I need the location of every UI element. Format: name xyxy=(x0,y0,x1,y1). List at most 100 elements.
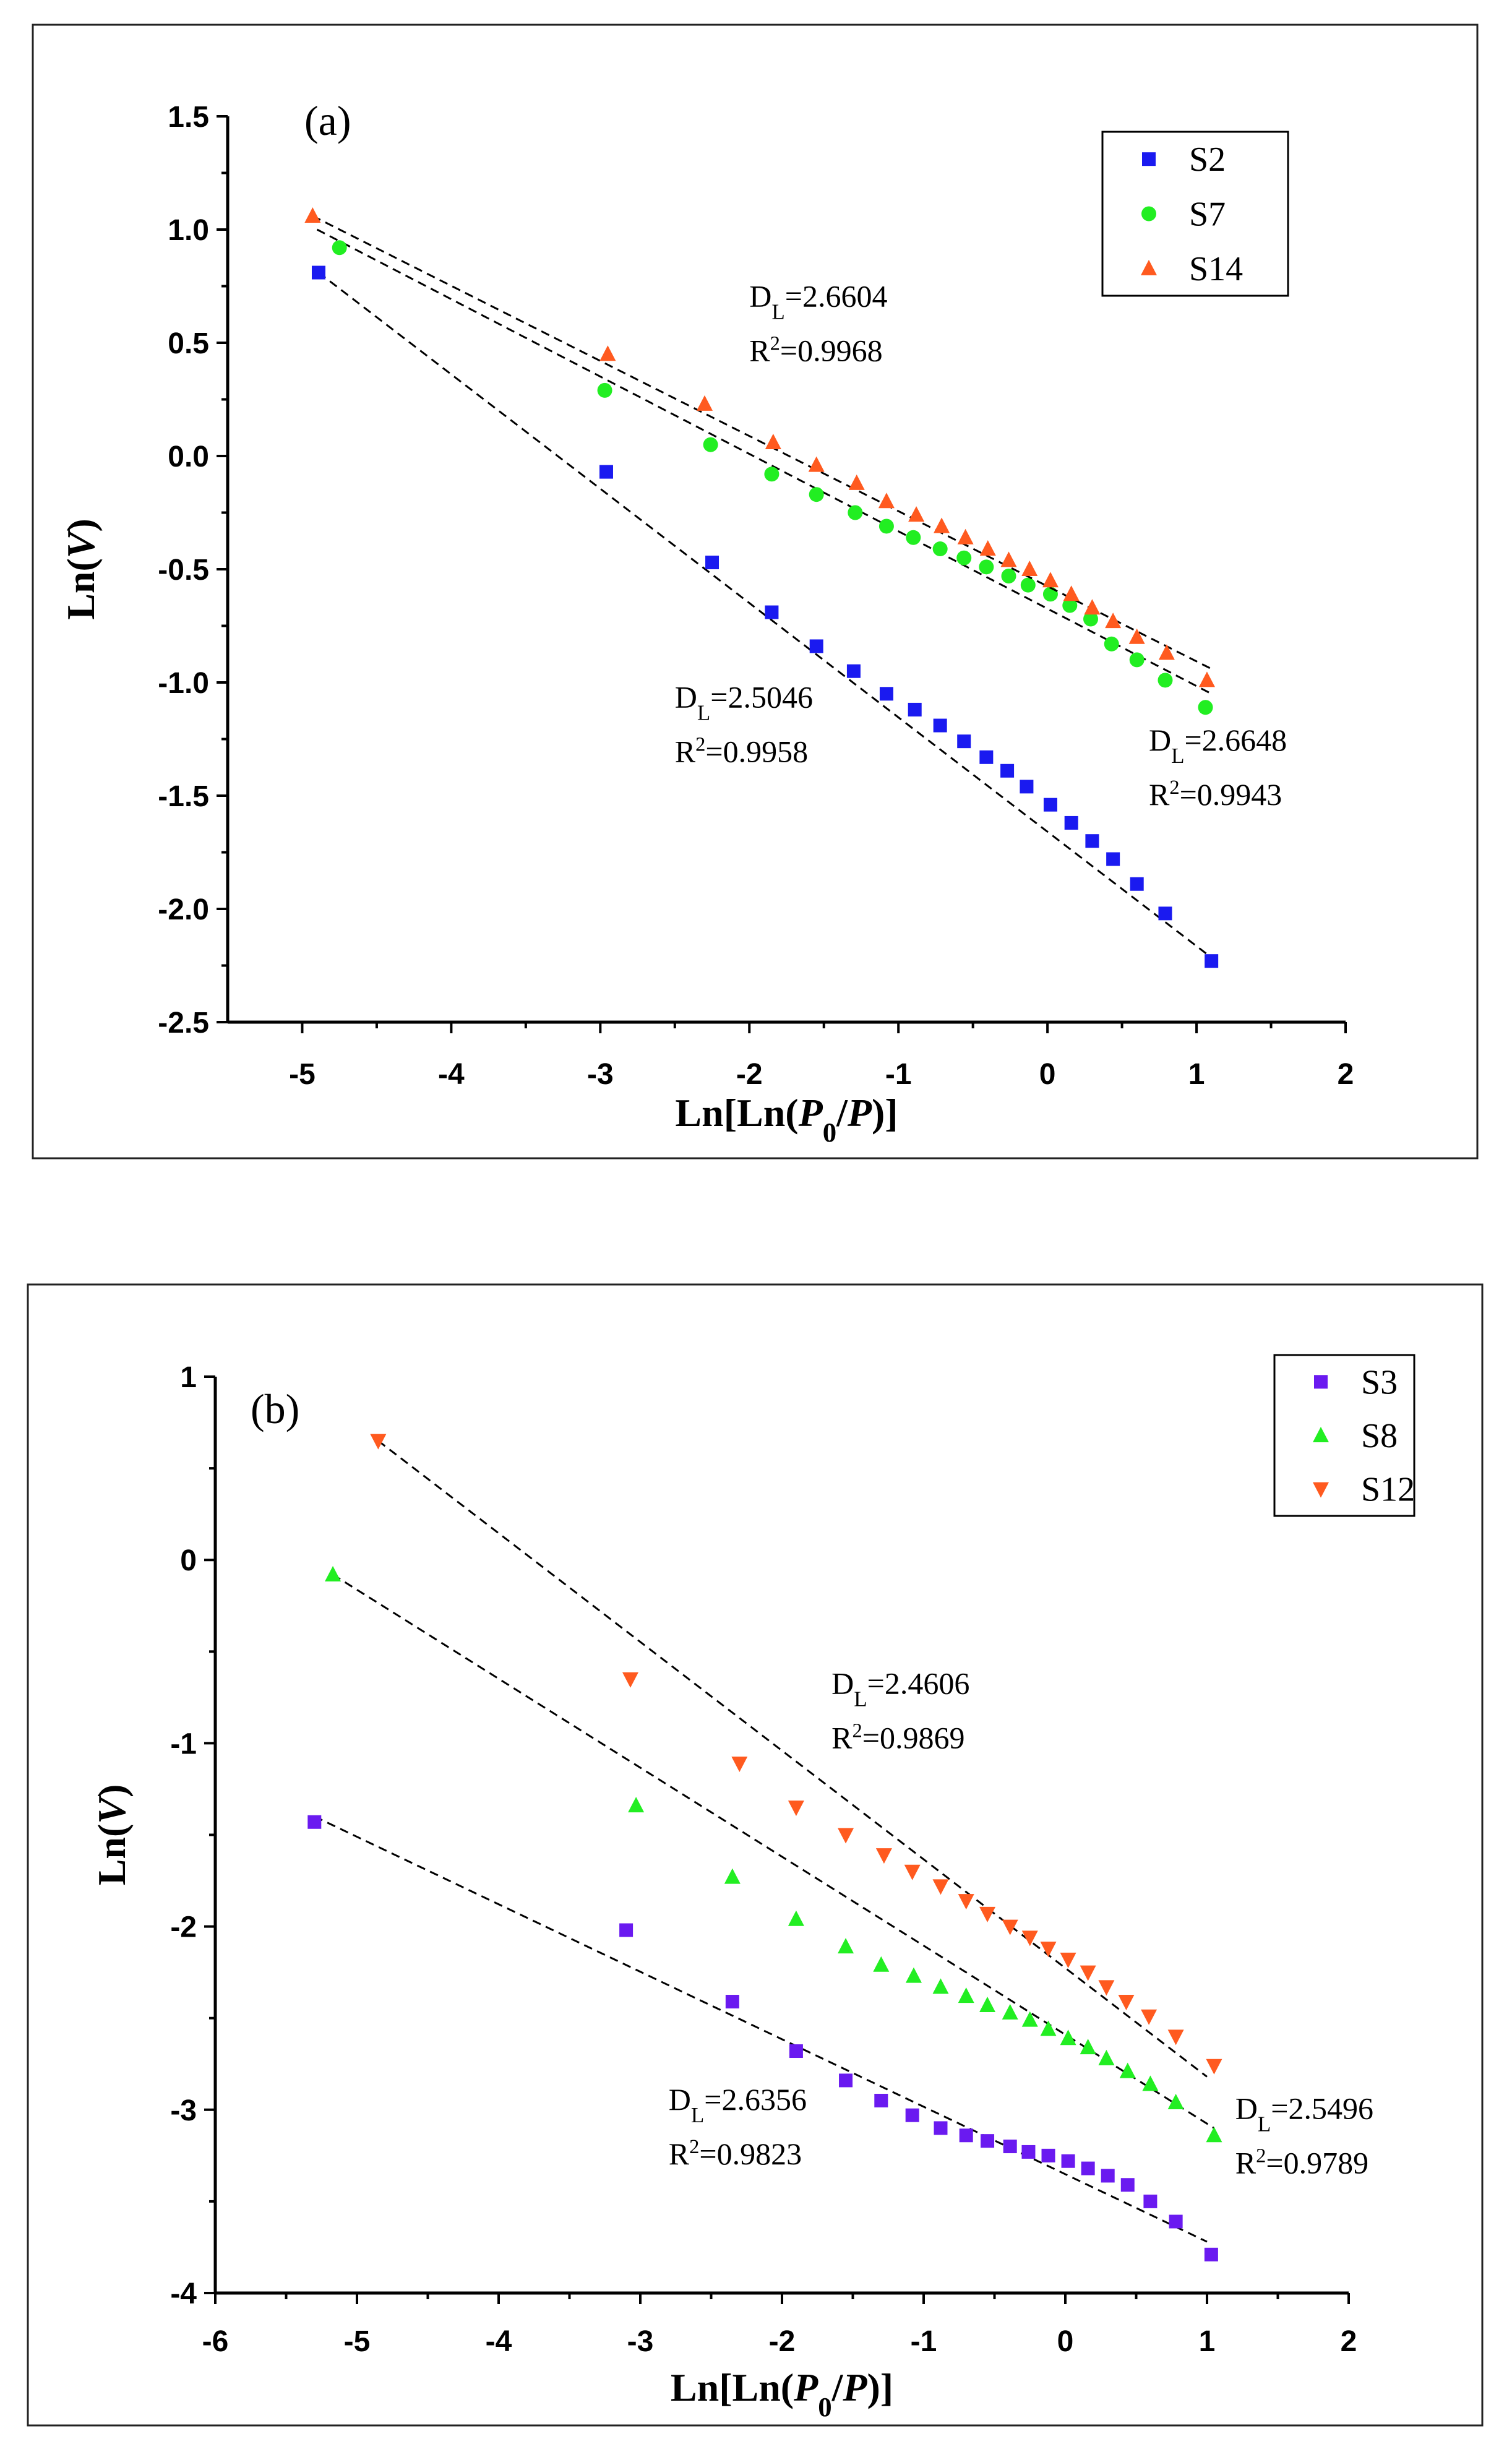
data-point-s12 xyxy=(1021,1930,1038,1947)
data-point-s3 xyxy=(839,2073,853,2088)
y-tick-label: 0.5 xyxy=(168,327,209,360)
legend-box xyxy=(1101,131,1289,297)
y-tick-label: -3 xyxy=(170,2094,197,2127)
data-point-s14 xyxy=(934,517,950,533)
data-point-s3 xyxy=(789,2044,803,2059)
r-squared-label: R2=0.9943 xyxy=(1149,777,1282,812)
y-tick-label: 0 xyxy=(180,1544,197,1577)
data-point-s14 xyxy=(1042,572,1059,588)
data-point-s14 xyxy=(808,456,825,472)
data-point-s2 xyxy=(1106,852,1120,866)
x-tick-label: -4 xyxy=(486,2325,512,2358)
data-point-s14 xyxy=(878,493,895,509)
x-axis-label: Ln[Ln(P0/P)] xyxy=(671,2365,893,2422)
data-point-s3 xyxy=(1169,2214,1183,2229)
legend-label-s3: S3 xyxy=(1361,1363,1398,1401)
r-squared-label: R2=0.9958 xyxy=(675,733,808,768)
legend-marker-s3 xyxy=(1314,1375,1328,1389)
data-point-s2 xyxy=(1020,780,1034,794)
data-point-s8 xyxy=(1002,2003,1018,2020)
data-point-s8 xyxy=(628,1797,645,1813)
data-point-s14 xyxy=(1105,613,1122,629)
fit-annotation: DL=2.4606 R2=0.9869 xyxy=(831,1666,969,1755)
data-point-s14 xyxy=(1128,628,1145,644)
figure-frame xyxy=(27,1283,1484,2427)
data-point-s8 xyxy=(958,1987,974,2003)
y-tick-label: 1 xyxy=(180,1361,197,1394)
data-point-s2 xyxy=(1064,815,1078,830)
data-point-s12 xyxy=(788,1801,804,1817)
data-point-s12 xyxy=(1141,2009,1158,2025)
data-point-s8 xyxy=(873,1956,890,1972)
data-point-s2 xyxy=(879,687,893,701)
r-squared-label: R2=0.9968 xyxy=(749,332,882,368)
data-point-s7 xyxy=(1062,598,1078,613)
data-point-s2 xyxy=(705,556,719,570)
data-point-s2 xyxy=(1158,906,1172,921)
data-point-s12 xyxy=(1206,2059,1222,2075)
data-point-s14 xyxy=(696,395,713,411)
legend-marker-s7 xyxy=(1141,206,1156,222)
y-tick-label: -1.0 xyxy=(158,667,209,700)
data-point-s7 xyxy=(979,559,994,575)
y-tick-label: 1.5 xyxy=(168,101,209,134)
data-point-s14 xyxy=(304,207,321,223)
data-point-s14 xyxy=(765,434,781,450)
data-point-s8 xyxy=(1080,2039,1096,2055)
r-squared-label: R2=0.9869 xyxy=(831,1719,964,1755)
data-point-s7 xyxy=(906,530,921,545)
y-tick-label: -2.5 xyxy=(158,1007,209,1039)
data-point-s12 xyxy=(838,1828,854,1844)
fit-line-s7 xyxy=(316,228,1212,695)
series-s12 xyxy=(370,1434,1222,2075)
x-tick-label: -4 xyxy=(438,1058,465,1091)
legend-marker-s8 xyxy=(1313,1427,1329,1442)
data-point-s12 xyxy=(731,1756,748,1772)
data-point-s14 xyxy=(1158,644,1175,660)
data-point-s12 xyxy=(1118,1995,1135,2011)
data-point-s8 xyxy=(1142,2075,1159,2091)
data-point-s7 xyxy=(956,550,972,566)
data-point-s2 xyxy=(1085,834,1099,848)
y-tick-label: -1 xyxy=(170,1728,197,1760)
legend: S3 S8 S12 xyxy=(1273,1354,1415,1517)
figure-frame xyxy=(32,24,1479,1160)
data-point-s14 xyxy=(848,474,865,490)
data-point-s14 xyxy=(1198,671,1215,687)
fit-line-s2 xyxy=(318,272,1220,965)
data-point-s3 xyxy=(1061,2154,1075,2168)
data-point-s7 xyxy=(703,437,718,452)
legend-label-s12: S12 xyxy=(1361,1471,1415,1509)
legend-marker-s2 xyxy=(1142,152,1156,166)
data-point-s2 xyxy=(809,639,823,653)
data-point-s8 xyxy=(788,1910,804,1926)
y-tick-label: -1.5 xyxy=(158,780,209,813)
y-axis-label: Ln(V) xyxy=(90,1784,134,1886)
data-point-s7 xyxy=(1083,611,1099,627)
data-point-s8 xyxy=(1206,2127,1222,2143)
y-tick-label: 0.0 xyxy=(168,441,209,473)
data-point-s8 xyxy=(1098,2049,1115,2065)
data-point-s12 xyxy=(979,1906,996,1922)
r-squared-label: R2=0.9823 xyxy=(669,2136,802,2171)
data-point-s8 xyxy=(724,1868,741,1884)
data-point-s8 xyxy=(932,1978,949,1994)
data-point-s3 xyxy=(1143,2194,1158,2208)
fractal-dimension-label: DL=2.4606 xyxy=(831,1666,969,1711)
legend: S2 S7 S14 xyxy=(1101,131,1289,297)
x-tick-label: -3 xyxy=(627,2325,654,2358)
data-point-s12 xyxy=(958,1894,974,1910)
data-point-s7 xyxy=(332,240,347,256)
data-point-s14 xyxy=(908,506,925,522)
data-point-s8 xyxy=(1119,2062,1136,2078)
data-point-s14 xyxy=(1084,599,1101,615)
data-point-s14 xyxy=(957,528,974,544)
chart-panel-a: -5 -4 -3 -2 -1 0 1 2 1.5 1.0 0.5 0.0 -0.5 -1.0 -1.5 -2.… xyxy=(32,24,1479,1160)
panel-label: (a) xyxy=(304,97,351,144)
data-point-s2 xyxy=(846,664,861,678)
data-point-s2 xyxy=(311,265,325,280)
data-point-s14 xyxy=(1021,561,1038,576)
y-axis-label: Ln(V) xyxy=(59,518,103,620)
data-point-s7 xyxy=(809,487,824,502)
fractal-dimension-label: DL=2.5496 xyxy=(1235,2091,1373,2136)
